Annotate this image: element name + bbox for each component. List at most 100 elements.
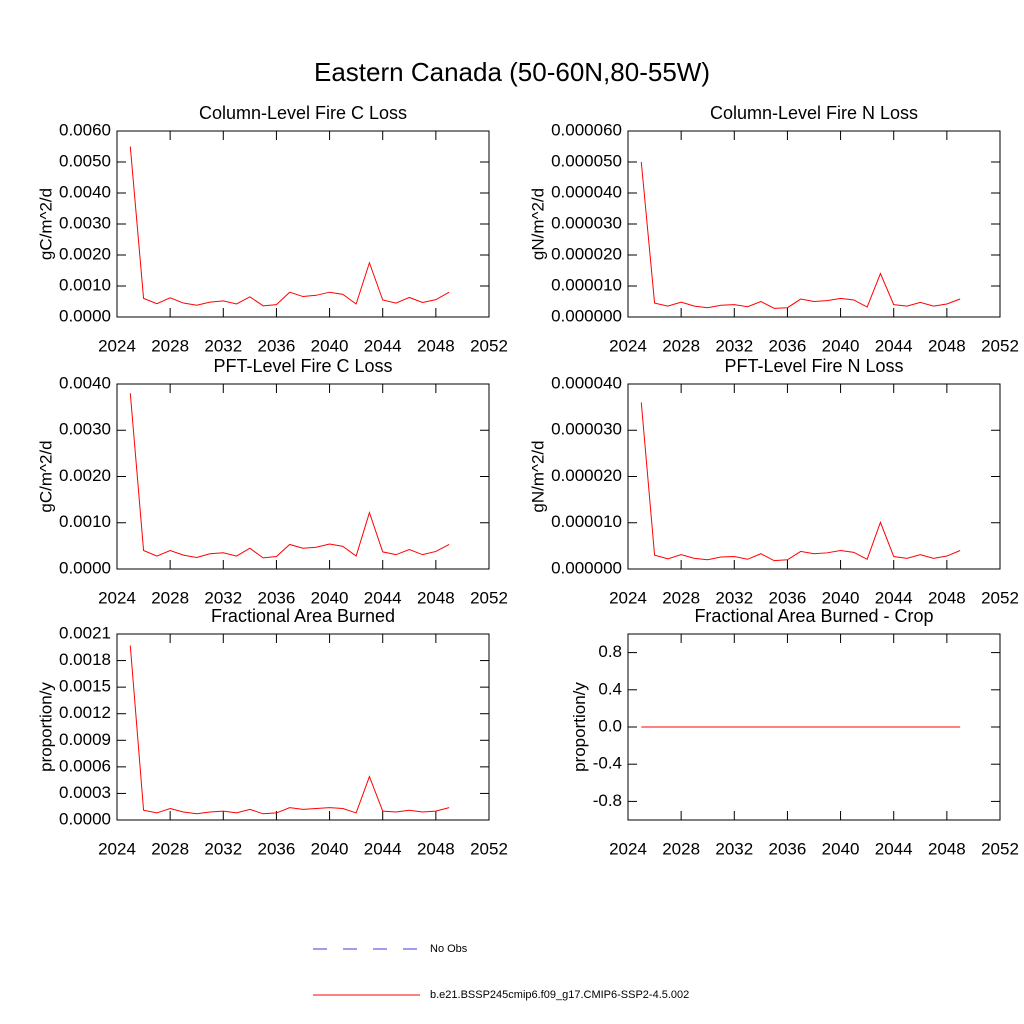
x-tick-label: 2048 [928, 839, 966, 858]
x-tick-label: 2048 [417, 839, 455, 858]
x-tick-label: 2044 [875, 336, 913, 355]
x-tick-label: 2028 [662, 839, 700, 858]
x-tick-label: 2028 [151, 588, 189, 607]
x-tick-label: 2032 [715, 839, 753, 858]
panel-title: Fractional Area Burned [211, 606, 395, 626]
y-tick-label: 0.0050 [59, 151, 111, 170]
y-axis-label: proportion/y [570, 682, 589, 772]
y-tick-label: 0.0040 [59, 373, 111, 392]
data-line [129, 393, 450, 559]
panel-title: PFT-Level Fire C Loss [213, 356, 392, 376]
y-tick-label: 0.0012 [59, 703, 111, 722]
y-tick-label: 0.0003 [59, 783, 111, 802]
y-tick-label: 0.0040 [59, 182, 111, 201]
x-tick-label: 2024 [98, 336, 136, 355]
y-tick-label: 0.000000 [551, 306, 622, 325]
data-line [129, 645, 450, 815]
x-tick-label: 2036 [258, 839, 296, 858]
data-line [640, 161, 961, 309]
y-tick-label: 0.0 [598, 716, 622, 735]
y-tick-label: 0.0020 [59, 244, 111, 263]
y-axis-label: gN/m^2/d [529, 188, 548, 260]
x-tick-label: 2024 [609, 336, 647, 355]
x-tick-label: 2044 [364, 839, 402, 858]
y-tick-label: -0.8 [593, 791, 622, 810]
x-tick-label: 2048 [928, 588, 966, 607]
y-tick-label: 0.0021 [59, 623, 111, 642]
y-tick-label: 0.000010 [551, 512, 622, 531]
x-tick-label: 2036 [258, 588, 296, 607]
x-tick-label: 2044 [875, 839, 913, 858]
y-axis-label: gC/m^2/d [36, 188, 55, 260]
x-tick-label: 2052 [470, 588, 508, 607]
y-axis-label: proportion/y [36, 682, 55, 772]
x-tick-label: 2044 [364, 588, 402, 607]
y-tick-label: 0.000030 [551, 420, 622, 439]
x-tick-label: 2032 [204, 336, 242, 355]
panel-title: Fractional Area Burned - Crop [694, 606, 933, 626]
y-tick-label: 0.0010 [59, 512, 111, 531]
x-tick-label: 2040 [311, 588, 349, 607]
legend-label: b.e21.BSSP245cmip6.f09_g17.CMIP6-SSP2-4.… [430, 989, 689, 1001]
y-tick-label: 0.000020 [551, 466, 622, 485]
y-tick-label: 0.000030 [551, 213, 622, 232]
x-tick-label: 2036 [769, 588, 807, 607]
data-line [129, 146, 450, 307]
x-tick-label: 2048 [417, 336, 455, 355]
x-tick-label: 2052 [470, 839, 508, 858]
y-tick-label: 0.0009 [59, 730, 111, 749]
y-axis-label: gC/m^2/d [36, 440, 55, 512]
y-tick-label: 0.0020 [59, 466, 111, 485]
panel-title: Column-Level Fire N Loss [710, 103, 918, 123]
y-tick-label: 0.000020 [551, 244, 622, 263]
x-tick-label: 2024 [609, 588, 647, 607]
y-tick-label: 0.0030 [59, 213, 111, 232]
x-tick-label: 2036 [258, 336, 296, 355]
y-tick-label: 0.000040 [551, 182, 622, 201]
x-tick-label: 2024 [609, 839, 647, 858]
y-tick-label: 0.000000 [551, 558, 622, 577]
x-tick-label: 2052 [981, 336, 1019, 355]
plot-frame [116, 633, 490, 821]
data-line [640, 402, 961, 562]
figure-title: Eastern Canada (50-60N,80-55W) [314, 57, 710, 87]
x-tick-label: 2036 [769, 839, 807, 858]
y-tick-label: 0.0000 [59, 809, 111, 828]
y-tick-label: 0.8 [598, 642, 622, 661]
panel-title: Column-Level Fire C Loss [199, 103, 407, 123]
y-tick-label: 0.0060 [59, 120, 111, 139]
x-tick-label: 2036 [769, 336, 807, 355]
x-tick-label: 2040 [311, 336, 349, 355]
y-tick-label: 0.0000 [59, 558, 111, 577]
x-tick-label: 2052 [981, 588, 1019, 607]
y-tick-label: 0.0015 [59, 677, 111, 696]
plot-frame [627, 383, 1001, 570]
x-tick-label: 2040 [822, 839, 860, 858]
y-tick-label: 0.000010 [551, 275, 622, 294]
plot-frame [116, 130, 490, 318]
y-tick-label: 0.000060 [551, 120, 622, 139]
x-tick-label: 2028 [662, 336, 700, 355]
x-tick-label: 2052 [981, 839, 1019, 858]
x-tick-label: 2032 [715, 336, 753, 355]
x-tick-label: 2040 [822, 588, 860, 607]
y-tick-label: 0.000040 [551, 373, 622, 392]
x-tick-label: 2028 [151, 839, 189, 858]
y-axis-label: gN/m^2/d [529, 440, 548, 512]
plot-frame [627, 130, 1001, 318]
panel-title: PFT-Level Fire N Loss [724, 356, 903, 376]
x-tick-label: 2024 [98, 588, 136, 607]
y-tick-label: 0.0018 [59, 650, 111, 669]
x-tick-label: 2044 [875, 588, 913, 607]
x-tick-label: 2032 [715, 588, 753, 607]
x-tick-label: 2052 [470, 336, 508, 355]
x-tick-label: 2032 [204, 588, 242, 607]
x-tick-label: 2024 [98, 839, 136, 858]
x-tick-label: 2044 [364, 336, 402, 355]
x-tick-label: 2048 [417, 588, 455, 607]
y-tick-label: 0.4 [598, 679, 622, 698]
plot-frame [116, 383, 490, 570]
x-tick-label: 2040 [822, 336, 860, 355]
y-tick-label: 0.0006 [59, 756, 111, 775]
